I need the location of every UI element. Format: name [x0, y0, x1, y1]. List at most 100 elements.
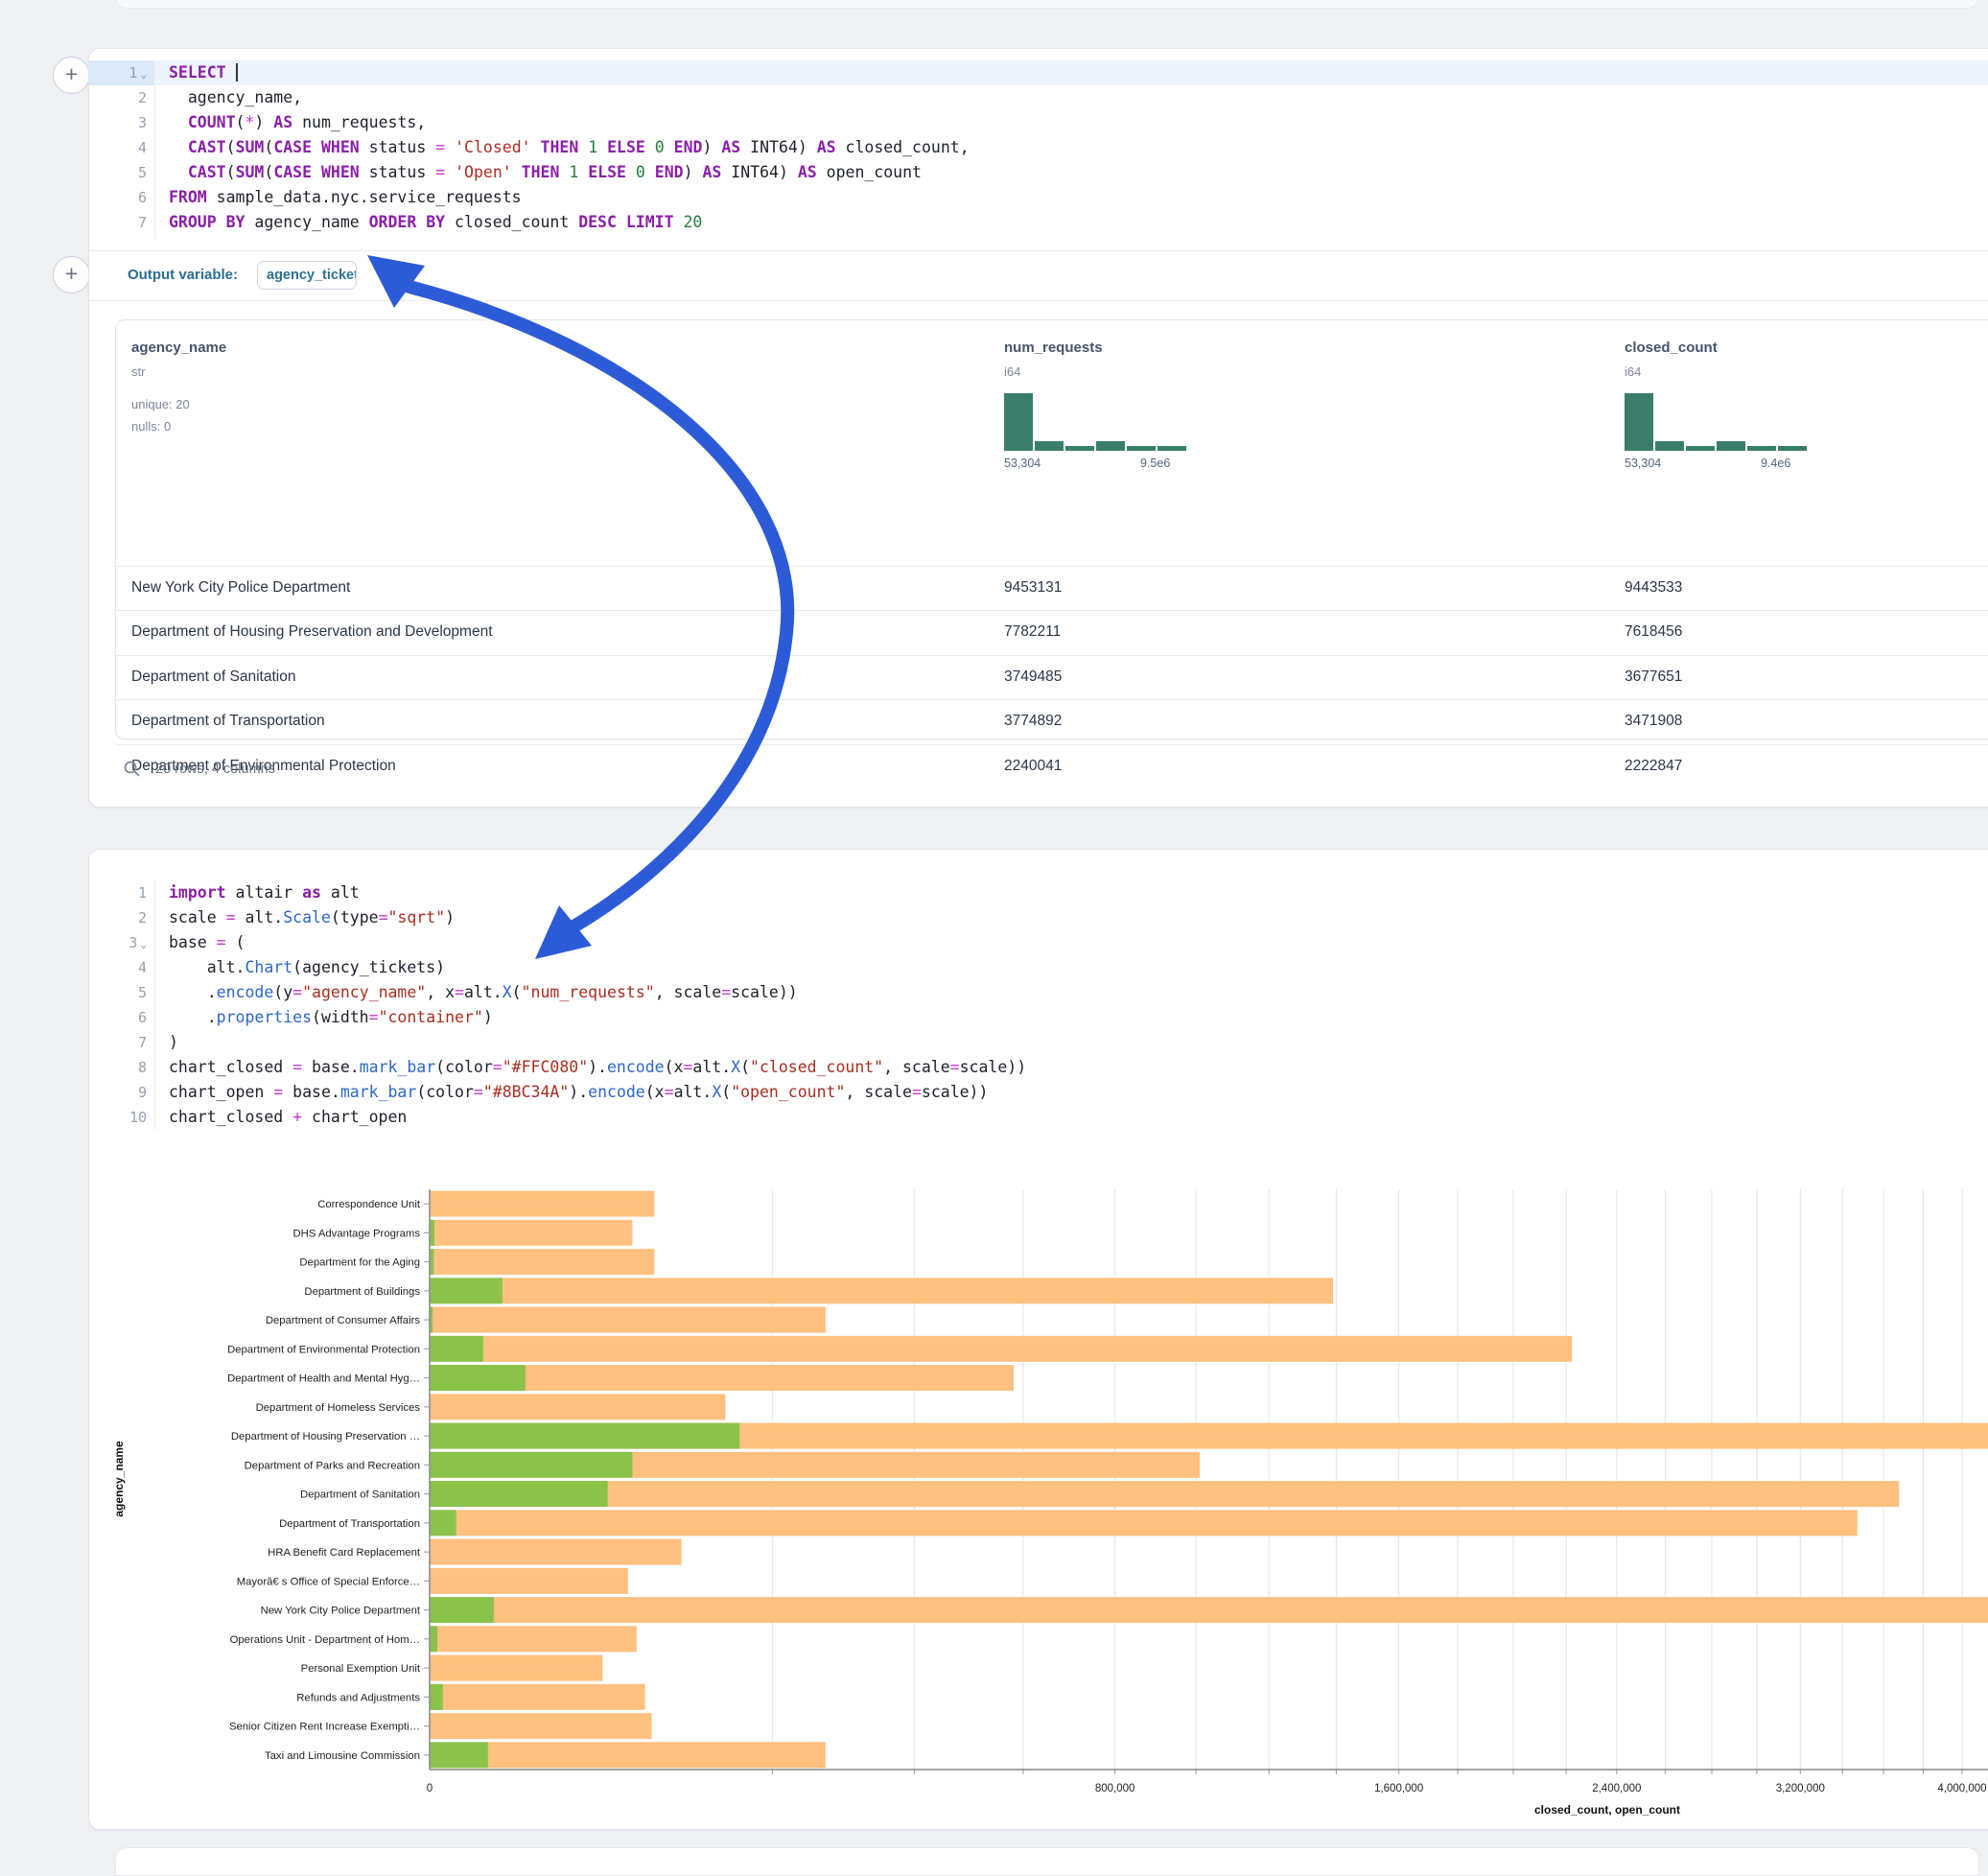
y-axis-label: HRA Benefit Card Replacement: [268, 1547, 421, 1559]
x-axis-title: closed_count, open_count: [1534, 1803, 1680, 1817]
code-line-text: CAST(SUM(CASE WHEN status = 'Open' THEN …: [169, 160, 1988, 185]
output-variable-pill[interactable]: agency_tickets: [257, 261, 357, 290]
column-histogram: [1625, 393, 1807, 451]
add-cell-button-top[interactable]: +: [53, 57, 90, 94]
bar-closed-count: [430, 1626, 637, 1652]
cell-closed-count: 3677651: [1625, 668, 1682, 686]
code-line-text: .encode(y="agency_name", x=alt.X("num_re…: [169, 980, 1988, 1005]
code-line: 3 COUNT(*) AS num_requests,: [89, 110, 1988, 135]
code-line: 7GROUP BY agency_name ORDER BY closed_co…: [89, 210, 1988, 235]
bar-closed-count: [430, 1713, 652, 1739]
bar-open-count: [430, 1423, 739, 1449]
add-cell-button-output[interactable]: +: [53, 256, 90, 293]
fold-caret-icon[interactable]: ⌄: [140, 938, 147, 950]
line-number: 5: [89, 980, 147, 1005]
y-axis-label: Department of Parks and Recreation: [245, 1460, 420, 1471]
bar-closed-count: [430, 1684, 645, 1710]
code-line: 10 chart_closed + chart_open: [89, 1105, 1988, 1130]
cell-agency-name: New York City Police Department: [131, 579, 350, 597]
code-line: 6 .properties(width="container"): [89, 1005, 1988, 1030]
python-code-editor[interactable]: 1import altair as alt2scale = alt.Scale(…: [89, 880, 1988, 1130]
code-line: 3⌄base = (: [89, 930, 1988, 955]
y-axis-label: Department of Environmental Protection: [227, 1344, 420, 1355]
cell-agency-name: Department of Transportation: [131, 713, 325, 730]
y-axis-label: Taxi and Limousine Commission: [265, 1750, 420, 1762]
search-icon[interactable]: [123, 760, 142, 779]
y-axis-label: Department of Consumer Affairs: [266, 1315, 421, 1326]
cell-num-requests: 9453131: [1004, 579, 1062, 597]
line-number: 9: [89, 1080, 147, 1105]
x-axis-tick-label: 3,200,000: [1776, 1783, 1825, 1794]
histogram-max-label: 9.4e6: [1761, 457, 1790, 470]
column-histogram: [1004, 393, 1186, 451]
line-number: 4: [89, 955, 147, 980]
y-axis-label: Department of Homeless Services: [256, 1402, 421, 1414]
code-line: 7): [89, 1030, 1988, 1055]
y-axis-label: New York City Police Department: [261, 1606, 421, 1617]
code-line: 6FROM sample_data.nyc.service_requests: [89, 185, 1988, 210]
cell-closed-count: 9443533: [1625, 579, 1682, 597]
line-number: 7: [89, 210, 147, 235]
bar-open-count: [430, 1597, 494, 1623]
code-line: 4 CAST(SUM(CASE WHEN status = 'Closed' T…: [89, 135, 1988, 160]
line-number: 8: [89, 1055, 147, 1080]
line-number: 2: [89, 85, 147, 110]
column-header-num_requests[interactable]: num_requests: [1004, 340, 1103, 356]
code-line-text: .properties(width="container"): [169, 1005, 1988, 1030]
y-axis-label: Personal Exemption Unit: [301, 1663, 421, 1675]
line-number: 10: [89, 1105, 147, 1130]
y-axis-label: Department of Housing Preservation …: [231, 1431, 420, 1442]
y-axis-label: Department of Health and Mental Hyg…: [227, 1373, 420, 1385]
column-header-agency_name[interactable]: agency_name: [131, 340, 226, 356]
code-line: 9chart_open = base.mark_bar(color="#8BC3…: [89, 1080, 1988, 1105]
bar-closed-count: [430, 1394, 725, 1419]
output-variable-row: Output variable: agency_tickets: [89, 250, 1988, 300]
line-number: 7: [89, 1030, 147, 1055]
line-number: 6: [89, 185, 147, 210]
code-line: 1import altair as alt: [89, 880, 1988, 905]
text-cursor: [236, 63, 238, 82]
cell-closed-count: 7618456: [1625, 623, 1682, 641]
bar-closed-count: [430, 1278, 1333, 1303]
bar-closed-count: [430, 1539, 682, 1565]
line-number: 1⌄: [89, 60, 147, 87]
row-count-label: 20 rows, 4 columns: [155, 762, 275, 777]
code-line: 2scale = alt.Scale(type="sqrt"): [89, 905, 1988, 930]
y-axis-label: Operations Unit - Department of Hom…: [230, 1634, 420, 1646]
code-line: 4 alt.Chart(agency_tickets): [89, 955, 1988, 980]
code-line-text: agency_name,: [169, 85, 1988, 110]
cell-closed-count: 3471908: [1625, 713, 1682, 730]
y-axis-label: DHS Advantage Programs: [293, 1228, 421, 1239]
y-axis-label: Department of Buildings: [304, 1286, 420, 1298]
fold-caret-icon[interactable]: ⌄: [140, 68, 147, 81]
bar-open-count: [430, 1684, 443, 1710]
row-divider: [116, 566, 1988, 567]
altair-bar-chart: Correspondence UnitDHS Advantage Program…: [89, 1176, 1988, 1824]
y-axis-label: Refunds and Adjustments: [296, 1692, 420, 1703]
column-header-closed_count[interactable]: closed_count: [1625, 340, 1718, 356]
line-number: 5: [89, 160, 147, 185]
cell-num-requests: 3774892: [1004, 713, 1062, 730]
line-number: 6: [89, 1005, 147, 1030]
code-line: 5 CAST(SUM(CASE WHEN status = 'Open' THE…: [89, 160, 1988, 185]
code-line-text: ): [169, 1030, 1988, 1055]
code-line-text: CAST(SUM(CASE WHEN status = 'Closed' THE…: [169, 135, 1988, 160]
code-line-text: COUNT(*) AS num_requests,: [169, 110, 1988, 135]
row-divider: [116, 610, 1988, 611]
y-axis-title: agency_name: [112, 1441, 126, 1517]
y-axis-label: Department of Sanitation: [300, 1489, 420, 1501]
code-line-text: chart_closed + chart_open: [169, 1105, 1988, 1130]
cell-divider: [89, 300, 1988, 301]
x-axis-tick-label: 2,400,000: [1592, 1783, 1641, 1794]
bar-open-count: [430, 1452, 632, 1478]
bar-closed-count: [430, 1191, 654, 1217]
bar-open-count: [430, 1510, 456, 1536]
y-axis-label: Mayorâ€ s Office of Special Enforce…: [237, 1576, 420, 1587]
bar-closed-count: [430, 1742, 826, 1768]
sql-code-editor[interactable]: 1⌄SELECT 2 agency_name,3 COUNT(*) AS num…: [89, 60, 1988, 239]
line-number: 4: [89, 135, 147, 160]
bar-closed-count: [430, 1481, 1899, 1507]
dataframe-preview: agency_namestrunique: 20nulls: 0num_requ…: [115, 319, 1988, 739]
bar-closed-count: [430, 1220, 632, 1246]
bar-open-count: [430, 1481, 608, 1507]
